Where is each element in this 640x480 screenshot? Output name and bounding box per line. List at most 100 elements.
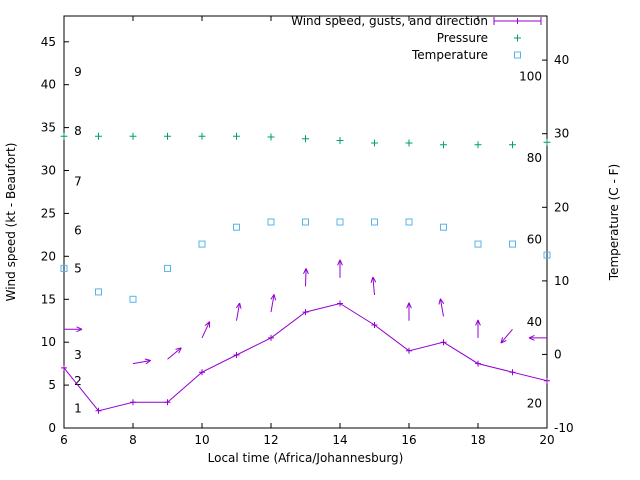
y-right-tick-label: 10: [554, 274, 569, 288]
series-gusts-and-direction: [64, 259, 547, 365]
fahrenheit-label: 20: [527, 397, 542, 411]
x-tick-label: 12: [263, 433, 278, 447]
y-right-tick-label: -10: [554, 421, 574, 435]
series-temperature: [60, 218, 551, 303]
gust-arrow-head: [144, 358, 151, 361]
gust-arrow-head: [303, 268, 307, 275]
gust-arrow-shaft: [201, 321, 211, 339]
wind-point-marker: [440, 339, 447, 346]
gust-arrow-head: [477, 319, 481, 326]
gust-arrow-head: [438, 298, 441, 305]
pressure-marker: [509, 141, 516, 149]
legend-item: Temperature: [411, 48, 521, 62]
y-left-tick-label: 15: [41, 292, 56, 306]
temperature-marker: [267, 218, 275, 226]
pressure-marker: [60, 132, 68, 140]
fahrenheit-label: 80: [527, 151, 542, 165]
gust-arrow-head: [528, 337, 535, 341]
series-pressure: [60, 132, 551, 149]
y-left-tick-label: 0: [48, 421, 56, 435]
gust-arrow-head: [500, 340, 507, 344]
gust-arrow-shaft: [236, 302, 241, 321]
pressure-marker: [474, 141, 482, 149]
temperature-marker: [474, 240, 482, 248]
y-left-tick-label: 25: [41, 206, 56, 220]
fahrenheit-label: 60: [527, 233, 542, 247]
gust-arrow-head: [235, 302, 241, 309]
temperature-marker: [164, 264, 171, 272]
y-left-tick-label: 10: [41, 335, 56, 349]
gust-arrow-head: [76, 328, 83, 333]
wind-point-marker: [61, 364, 67, 371]
gust-arrow-head: [337, 259, 341, 266]
temperature-marker: [336, 218, 344, 226]
wind-point-marker: [302, 309, 309, 316]
pressure-marker: [543, 138, 551, 146]
gust-arrow-head: [408, 302, 412, 309]
temperature-marker: [233, 223, 240, 231]
wind-point-marker: [268, 334, 274, 341]
pressure-marker: [164, 132, 171, 140]
gust-arrow-head: [305, 268, 309, 275]
beaufort-label: 8: [74, 124, 82, 138]
gust-arrow-head: [175, 347, 182, 350]
x-axis-title: Local time (Africa/Johannesburg): [208, 451, 404, 465]
y-right-tick-label: 20: [554, 200, 569, 214]
gust-arrow-shaft: [132, 360, 151, 365]
temperature-marker: [405, 218, 413, 226]
wind-point-marker: [371, 322, 378, 328]
legend-item: Wind speed, gusts, and direction: [291, 14, 542, 28]
wind-point-marker: [544, 377, 550, 384]
y-right-tick-label: 30: [554, 127, 569, 141]
legend-item: Pressure: [437, 31, 521, 45]
gust-arrow-head: [339, 259, 343, 266]
wind-point-marker: [233, 352, 240, 358]
gust-arrow-head: [528, 334, 535, 339]
temperature-marker: [543, 251, 551, 259]
x-tick-label: 14: [332, 433, 347, 447]
beaufort-label: 1: [74, 401, 82, 415]
gust-arrow-head: [475, 319, 479, 326]
y-left-axis-title: Wind speed (kt - Beaufort): [4, 143, 18, 302]
pressure-marker: [95, 132, 102, 140]
pressure-marker: [233, 132, 240, 140]
temperature-marker: [198, 240, 206, 248]
y-right-tick-label: 40: [554, 53, 569, 67]
wind-point-marker: [509, 369, 516, 376]
wind-point-marker: [475, 360, 481, 367]
wind-point-marker: [406, 347, 412, 354]
pressure-marker: [198, 132, 206, 140]
temperature-marker: [509, 240, 516, 248]
gust-arrow-head: [500, 337, 504, 344]
y-left-tick-label: 20: [41, 249, 56, 263]
beaufort-label: 9: [74, 65, 82, 79]
gust-arrow-head: [178, 347, 182, 354]
gust-arrow-head: [370, 276, 374, 283]
legend: Wind speed, gusts, and direction Pressure…: [291, 14, 542, 62]
temperature-marker: [302, 218, 309, 226]
gust-arrow-head: [76, 326, 83, 330]
x-tick-label: 8: [129, 433, 137, 447]
y-left-tick-label: 45: [41, 35, 56, 49]
series-wind-speed: [61, 300, 550, 414]
y-axis-right: -10 0 10 20 30 40 20 40 60 80 100 Temperature (C - …: [519, 53, 621, 435]
gust-arrow-shaft: [439, 298, 444, 317]
pressure-marker: [405, 139, 413, 147]
gust-arrow-shaft: [372, 276, 375, 296]
wind-point-marker: [337, 300, 343, 307]
temperature-marker: [371, 218, 378, 226]
temperature-marker: [440, 223, 447, 231]
beaufort-label: 3: [74, 348, 82, 362]
wind-point-marker: [164, 399, 171, 406]
legend-label: Pressure: [437, 31, 488, 45]
gust-arrow-head: [239, 302, 242, 309]
gust-arrow-shaft: [270, 294, 275, 313]
y-left-tick-label: 40: [41, 78, 56, 92]
x-tick-label: 18: [470, 433, 485, 447]
gust-arrow-head: [204, 321, 210, 326]
pressure-marker: [371, 139, 378, 147]
